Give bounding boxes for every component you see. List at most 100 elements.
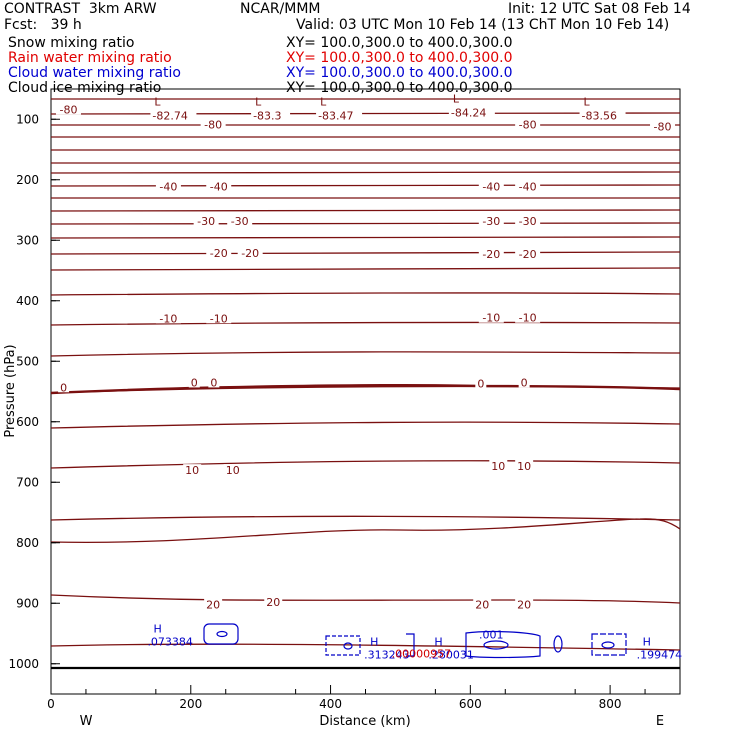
contour-label-bg	[206, 180, 232, 192]
maximum-value: .073384	[147, 636, 193, 649]
x-tick-label: 200	[179, 697, 202, 711]
isotherm-line	[50, 515, 681, 521]
cloud-water-cell	[325, 635, 361, 656]
isotherm-label: 0	[477, 378, 484, 391]
field-label-cloud-water: Cloud water mixing ratio	[8, 65, 181, 81]
isotherm-line	[50, 236, 681, 239]
contour-label-bg	[227, 214, 253, 226]
minimum-value: -83.3	[253, 109, 281, 122]
isotherm-label: 0	[521, 376, 528, 389]
isotherm-label: 0	[210, 376, 217, 389]
x-tick-label: 400	[319, 697, 342, 711]
isotherm-label: -30	[482, 215, 500, 228]
minimum-value: -83.47	[318, 109, 353, 122]
maximum-marker: H	[434, 635, 442, 648]
isotherm-line	[50, 222, 681, 225]
y-tick-label: 300	[16, 233, 39, 247]
chart-title: CONTRAST 3km ARW	[4, 1, 157, 17]
field-label-snow: Snow mixing ratio	[8, 35, 135, 51]
contour-label-bg	[237, 246, 263, 258]
minimum-value-bg	[579, 109, 626, 122]
isotherm-line	[50, 643, 681, 651]
isotherm-label: -80	[59, 104, 77, 117]
contour-labels: -80-80 -80 -80-40 -40 -40 -40-30 -30 -30 -30-20-…	[55, 103, 676, 611]
minimum-marker: L	[154, 95, 161, 108]
isotherm-label: -30	[197, 215, 215, 228]
contour-label-bg	[200, 118, 226, 130]
y-tick-label: 500	[16, 354, 39, 368]
isotherm-line	[50, 251, 681, 255]
minimum-value: -84.24	[451, 106, 486, 119]
isotherm-line	[50, 518, 681, 543]
model-center: NCAR/MMM	[240, 1, 321, 17]
cloud-water-cell	[406, 633, 415, 657]
isotherm-line	[50, 421, 681, 429]
y-tick-label: 700	[16, 475, 39, 489]
contour-label-bg	[183, 464, 202, 476]
contour-label-bg	[518, 376, 530, 388]
minimum-value-bg	[316, 109, 363, 122]
isotherm-label: -40	[210, 180, 228, 193]
contour-label-bg	[206, 246, 232, 258]
field-xy-snow: XY= 100.0,300.0 to 400.0,300.0	[286, 35, 513, 51]
valid-time: Valid: 03 UTC Mon 10 Feb 14 (13 ChT Mon …	[296, 17, 670, 33]
isotherm-label: -10	[482, 312, 500, 325]
isotherm-line	[50, 321, 681, 326]
y-tick-label: 900	[16, 596, 39, 610]
contour-annotation: .00000957	[392, 648, 452, 661]
minimum-value-bg	[448, 106, 495, 119]
y-tick-label: 100	[16, 112, 39, 126]
east-label: E	[656, 714, 664, 729]
isotherm-label: -40	[482, 180, 500, 193]
cloud-water-cell	[203, 623, 239, 645]
isotherm-line	[50, 209, 681, 212]
maximum-marker: H	[370, 635, 378, 648]
isotherm-label: -20	[482, 248, 500, 261]
maximum-value: .280031	[428, 648, 474, 661]
x-tick-label: 800	[599, 697, 622, 711]
isotherm-label: 20	[517, 598, 531, 611]
isotherm-line	[50, 292, 681, 296]
isotherm-label: -80	[654, 121, 672, 134]
isotherm-label: 20	[475, 598, 489, 611]
field-xy-rain: XY= 100.0,300.0 to 400.0,300.0	[286, 50, 513, 66]
init-time: Init: 12 UTC Sat 08 Feb 14	[508, 1, 691, 17]
minimum-marker: L	[255, 95, 262, 108]
minimum-value-bg	[150, 109, 197, 122]
contour-label-bg	[515, 248, 541, 260]
cloud-water-contours	[203, 623, 627, 659]
contour-label-bg	[223, 464, 242, 476]
minimum-value: -82.74	[152, 109, 187, 122]
isotherm-label: -10	[210, 312, 228, 325]
isotherm-label: -20	[519, 248, 537, 261]
west-label: W	[80, 714, 93, 729]
y-tick-label: 1000	[8, 657, 39, 671]
isotherm-label: 0	[60, 381, 67, 394]
y-axis-label: Pressure (hPa)	[3, 344, 18, 437]
isotherm-label: 20	[206, 598, 220, 611]
isotherm-line	[50, 460, 681, 469]
contour-label-bg	[58, 381, 70, 393]
y-tick-label: 800	[16, 536, 39, 550]
isotherm-label: 10	[226, 464, 240, 477]
plot-frame	[50, 88, 681, 695]
contour-label-bg	[478, 214, 504, 226]
maximum-marker: H	[153, 623, 161, 636]
minimum-marker: L	[453, 92, 460, 105]
contour-label-bg	[264, 596, 283, 608]
isotherm-line	[50, 267, 681, 271]
field-label-rain: Rain water mixing ratio	[8, 50, 172, 66]
minimum-marker: L	[320, 95, 327, 108]
isotherm-label: 10	[491, 460, 505, 473]
minimum-value: -83.56	[582, 109, 617, 122]
isotherm-label: 10	[185, 464, 199, 477]
isotherm-label: -40	[159, 180, 177, 193]
contour-label-bg	[475, 377, 487, 389]
contour-label-bg	[515, 598, 534, 610]
cloud-water-cell	[591, 633, 627, 656]
contour-label-bg	[204, 598, 223, 610]
field-xy-cloud-water: XY= 100.0,300.0 to 400.0,300.0	[286, 65, 513, 81]
isotherm-label: -30	[519, 215, 537, 228]
isotherm-label: -20	[210, 247, 228, 260]
